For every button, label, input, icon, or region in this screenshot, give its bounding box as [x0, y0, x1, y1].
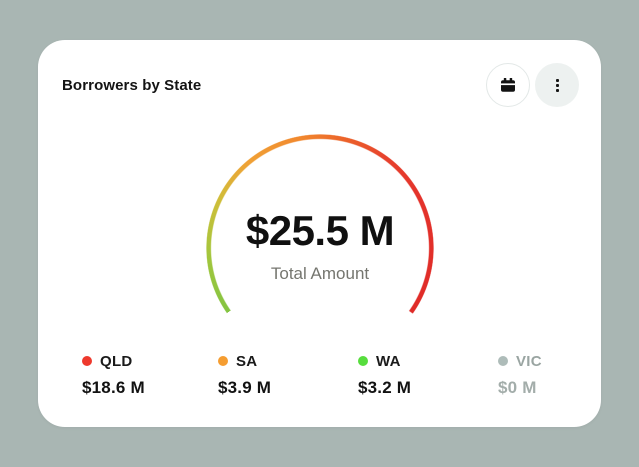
- more-options-button[interactable]: [535, 63, 579, 107]
- legend-label-sa: SA: [236, 352, 258, 370]
- gauge-chart: $25.5 M Total Amount: [206, 134, 434, 362]
- legend-value-qld: $18.6 M: [82, 378, 145, 397]
- legend-dot-vic: [498, 356, 508, 366]
- legend-label-qld: QLD: [100, 352, 133, 370]
- legend-label-vic: VIC: [516, 352, 542, 370]
- total-amount-value: $25.5 M: [245, 207, 395, 255]
- legend-item-wa: WA $3.2 M: [358, 352, 411, 398]
- legend-dot-qld: [82, 356, 92, 366]
- legend: QLD $18.6 M SA $3.9 M WA $3.2 M: [38, 352, 601, 412]
- gauge-center: $25.5 M Total Amount: [206, 207, 434, 284]
- card-title: Borrowers by State: [62, 76, 202, 94]
- legend-item-vic: VIC $0 M: [498, 352, 542, 398]
- legend-dot-sa: [218, 356, 228, 366]
- legend-item-qld: QLD $18.6 M: [82, 352, 145, 398]
- legend-value-sa: $3.9 M: [218, 378, 272, 397]
- legend-value-vic: $0 M: [498, 378, 537, 397]
- kebab-menu-icon: [555, 78, 559, 92]
- legend-label-wa: WA: [376, 352, 401, 370]
- legend-head: VIC: [498, 352, 542, 370]
- legend-value-wa: $3.2 M: [358, 378, 412, 397]
- card-actions: [486, 63, 579, 107]
- legend-head: QLD: [82, 352, 145, 370]
- legend-dot-wa: [358, 356, 368, 366]
- legend-item-sa: SA $3.9 M: [218, 352, 271, 398]
- borrowers-by-state-card: Borrowers by State $25.5 M: [38, 40, 601, 427]
- legend-head: SA: [218, 352, 271, 370]
- calendar-icon: [501, 78, 515, 92]
- total-amount-label: Total Amount: [270, 264, 370, 284]
- gauge-arc: [206, 134, 434, 362]
- card-header: Borrowers by State: [62, 63, 579, 107]
- legend-head: WA: [358, 352, 411, 370]
- calendar-button[interactable]: [486, 63, 530, 107]
